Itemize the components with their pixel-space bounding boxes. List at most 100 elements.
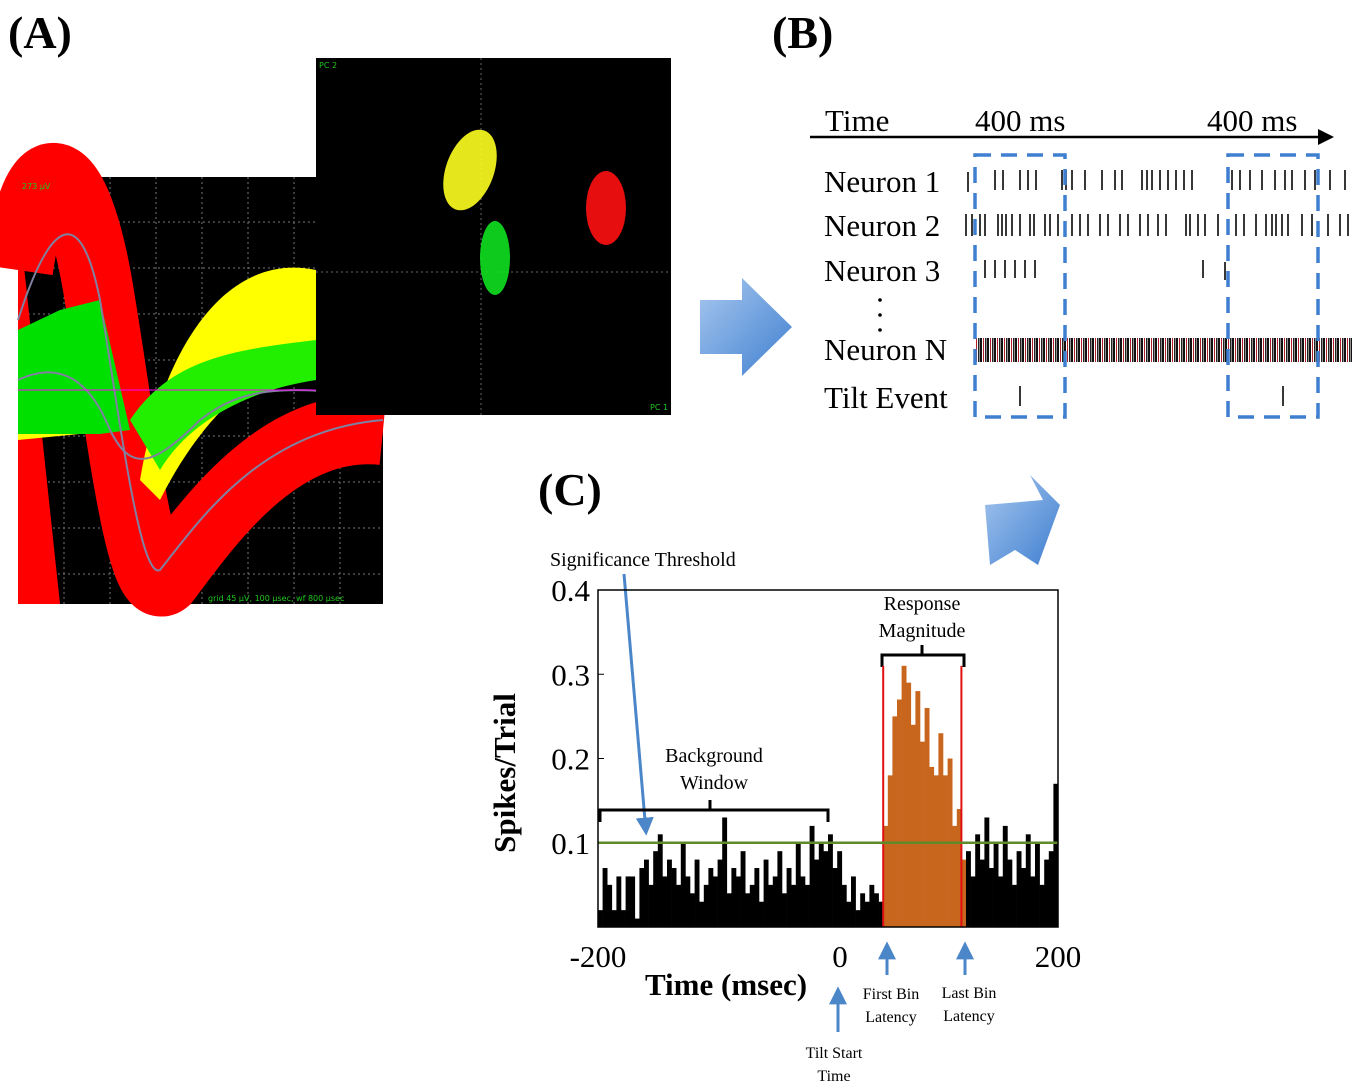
bar xyxy=(814,860,819,927)
row-label: Neuron 3 xyxy=(824,253,940,288)
bar xyxy=(722,817,727,927)
bar xyxy=(607,885,612,927)
bar xyxy=(745,893,750,927)
bar xyxy=(662,876,667,927)
bar xyxy=(782,893,787,927)
bar xyxy=(644,860,649,927)
x-tick-label: -200 xyxy=(570,939,627,974)
bar xyxy=(704,885,709,927)
bar xyxy=(639,868,644,927)
bar xyxy=(998,876,1003,927)
bar xyxy=(851,876,856,927)
annotation: Last Bin xyxy=(942,985,997,1002)
bar xyxy=(796,843,801,927)
bar xyxy=(727,893,732,927)
bar xyxy=(1012,885,1017,927)
y-axis-label: Spikes/Trial xyxy=(487,693,522,853)
bar xyxy=(874,893,879,927)
figure: (A) (B) (C) 273 µV grid 45 µV, 100 µsec,… xyxy=(0,0,1365,1085)
bar xyxy=(626,876,631,927)
bar xyxy=(911,725,916,927)
bar xyxy=(759,902,764,927)
bar xyxy=(966,851,971,927)
bar xyxy=(630,876,635,927)
bar xyxy=(1017,851,1022,927)
bar xyxy=(764,860,769,927)
annotation: Magnitude xyxy=(879,620,966,642)
bar xyxy=(856,910,861,927)
bar xyxy=(658,834,663,927)
row-label: Tilt Event xyxy=(824,380,948,415)
bar xyxy=(612,910,617,927)
bar xyxy=(938,733,943,927)
annotation: Response xyxy=(884,593,961,615)
bar xyxy=(989,868,994,927)
bar xyxy=(667,860,672,927)
x-axis-label: Time (msec) xyxy=(645,967,807,1002)
bar xyxy=(1035,843,1040,927)
bar xyxy=(649,885,654,927)
bar xyxy=(1026,834,1031,927)
bar xyxy=(975,834,980,927)
bar xyxy=(699,902,704,927)
flow-arrow xyxy=(985,475,1060,565)
bar xyxy=(741,851,746,927)
bar xyxy=(846,902,851,927)
bar xyxy=(980,860,985,927)
bar xyxy=(777,851,782,927)
flow-arrow xyxy=(700,278,792,376)
bar xyxy=(915,691,920,927)
bar xyxy=(1007,860,1012,927)
bar xyxy=(731,868,736,927)
bar xyxy=(920,742,925,927)
annotation: First Bin xyxy=(863,986,919,1003)
bar xyxy=(823,851,828,927)
x-tick-label: 0 xyxy=(832,939,848,974)
axis-label: PC 2 xyxy=(319,61,337,70)
bar xyxy=(860,893,865,927)
grid-note: grid 45 µV, 100 µsec, wf 800 µsec xyxy=(208,594,344,603)
bar xyxy=(897,700,902,927)
x-tick-label: 200 xyxy=(1035,939,1082,974)
row-label: Neuron 1 xyxy=(824,164,940,199)
bar xyxy=(672,868,677,927)
panel-label: (C) xyxy=(538,464,602,515)
bar xyxy=(828,834,833,927)
row-label: Neuron 2 xyxy=(824,208,940,243)
raster-panel: Time 400 ms 400 ms Neuron 1 Neuron 2 Neu… xyxy=(810,103,1352,417)
time-label: Time xyxy=(825,103,889,138)
bar xyxy=(929,767,934,927)
bar xyxy=(773,876,778,927)
bar xyxy=(869,885,874,927)
bar xyxy=(819,843,824,927)
bar xyxy=(1021,868,1026,927)
bar xyxy=(934,775,939,927)
bar xyxy=(943,775,948,927)
bar xyxy=(616,876,621,927)
bar xyxy=(1003,826,1008,927)
bar xyxy=(952,826,957,927)
bar xyxy=(971,876,976,927)
bar xyxy=(603,868,608,927)
y-tick-label: 0.2 xyxy=(551,742,590,777)
bar xyxy=(925,708,930,927)
bar xyxy=(685,876,690,927)
bar xyxy=(718,860,723,927)
bar xyxy=(681,843,686,927)
bar xyxy=(1044,860,1049,927)
bar xyxy=(713,876,718,927)
bar xyxy=(1030,876,1035,927)
y-tick-label: 0.3 xyxy=(551,657,590,692)
bar xyxy=(736,876,741,927)
axis-label: PC 1 xyxy=(650,403,668,412)
bar xyxy=(984,817,989,927)
bar xyxy=(708,868,713,927)
bar xyxy=(690,893,695,927)
annotation: Tilt Start xyxy=(806,1045,863,1062)
bar xyxy=(865,902,870,927)
bar xyxy=(750,885,755,927)
annotation: Time xyxy=(817,1068,850,1085)
bar xyxy=(800,876,805,927)
panel-label: (A) xyxy=(8,7,72,58)
bar xyxy=(805,885,810,927)
